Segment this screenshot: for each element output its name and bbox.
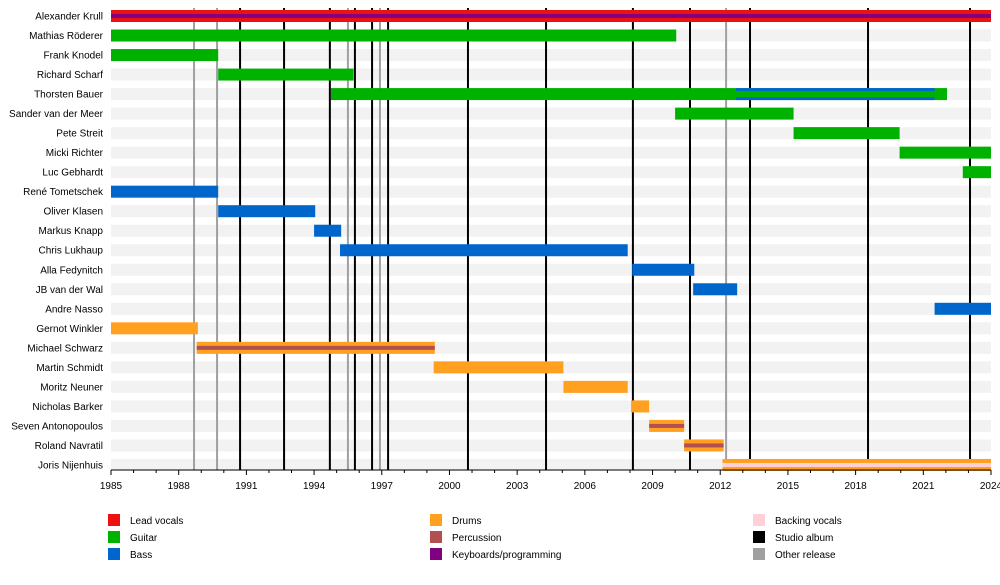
member-bar-drums <box>433 361 564 374</box>
member-bar-guitar <box>899 146 991 159</box>
member-bar-percussion-stripe <box>684 443 724 448</box>
row-band <box>111 107 991 120</box>
x-tick-label: 2006 <box>574 481 597 492</box>
member-label: Frank Knodel <box>44 51 103 62</box>
x-tick-label: 2018 <box>844 481 867 492</box>
member-bar-backing-stripe <box>722 462 991 467</box>
legend-swatch-vocals <box>108 514 120 526</box>
member-bar-drums <box>111 322 198 335</box>
row-band <box>111 322 991 335</box>
legend-label-other: Other release <box>775 550 836 561</box>
legend-swatch-guitar <box>108 531 120 543</box>
member-bar-guitar <box>111 49 219 62</box>
member-bar-guitar <box>218 68 354 81</box>
legend-label-drums: Drums <box>452 516 481 527</box>
member-bar-drums <box>563 380 628 393</box>
legend-swatch-drums <box>430 514 442 526</box>
member-bar-bass <box>632 263 695 276</box>
member-label: Seven Antonopoulos <box>11 421 103 432</box>
row-band <box>111 419 991 432</box>
member-label: Oliver Klasen <box>44 207 103 218</box>
row-band <box>111 439 991 452</box>
legend-label-backing: Backing vocals <box>775 516 842 527</box>
member-label: Gernot Winkler <box>36 324 103 335</box>
member-bar-guitar <box>962 166 991 179</box>
legend-swatch-keyboards <box>430 548 442 560</box>
member-label: René Tometschek <box>23 187 104 198</box>
legend-label-guitar: Guitar <box>130 533 158 544</box>
member-label: Nicholas Barker <box>32 402 103 413</box>
legend-label-keyboards: Keyboards/programming <box>452 550 562 561</box>
member-label: Chris Lukhaup <box>39 246 104 257</box>
row-band <box>111 302 991 315</box>
member-label: JB van der Wal <box>36 285 103 296</box>
row-band <box>111 127 991 140</box>
member-bar-bass <box>934 302 991 315</box>
legend-label-bass: Bass <box>130 550 152 561</box>
member-bar-guitar <box>675 107 794 120</box>
member-label: Thorsten Bauer <box>34 90 104 101</box>
member-bar-guitar <box>793 127 900 140</box>
member-label: Joris Nijenhuis <box>38 460 103 471</box>
row-band <box>111 224 991 237</box>
member-bar-guitar <box>111 29 677 42</box>
member-label: Andre Nasso <box>45 304 103 315</box>
member-label: Luc Gebhardt <box>42 168 103 179</box>
member-bar-bass <box>111 185 219 198</box>
row-band <box>111 400 991 413</box>
legend-swatch-bass <box>108 548 120 560</box>
member-label: Moritz Neuner <box>40 382 103 393</box>
x-tick-label: 2000 <box>438 481 461 492</box>
x-tick-label: 2021 <box>912 481 935 492</box>
member-label: Richard Scharf <box>37 70 103 81</box>
member-label: Sander van der Meer <box>9 109 104 120</box>
x-tick-label: 1988 <box>168 481 191 492</box>
row-band <box>111 146 991 159</box>
member-label: Pete Streit <box>56 129 103 140</box>
member-bar-bass <box>693 283 738 296</box>
member-bar-bass <box>340 244 628 257</box>
legend-swatch-other <box>753 548 765 560</box>
x-tick-label: 1997 <box>371 481 394 492</box>
member-label: Markus Knapp <box>39 226 104 237</box>
x-tick-label: 2012 <box>709 481 732 492</box>
legend-swatch-studio <box>753 531 765 543</box>
legend-label-percussion: Percussion <box>452 533 501 544</box>
x-tick-label: 1994 <box>303 481 326 492</box>
member-label: Micki Richter <box>46 148 104 159</box>
x-tick-label: 2009 <box>641 481 664 492</box>
member-bar-keyboards-stripe <box>111 14 991 18</box>
row-band <box>111 185 991 198</box>
member-bar-percussion-stripe <box>196 345 435 350</box>
x-tick-label: 2024 <box>980 481 1000 492</box>
legend-label-studio: Studio album <box>775 533 833 544</box>
member-bar-bass <box>218 205 316 218</box>
member-label: Alla Fedynitch <box>40 265 103 276</box>
row-band <box>111 263 991 276</box>
member-label: Roland Navratil <box>35 441 103 452</box>
legend-swatch-backing <box>753 514 765 526</box>
member-label: Alexander Krull <box>35 12 103 23</box>
legend-label-vocals: Lead vocals <box>130 516 183 527</box>
x-tick-label: 2015 <box>777 481 800 492</box>
x-tick-label: 2003 <box>506 481 529 492</box>
member-bar-percussion-stripe <box>649 423 685 428</box>
member-bar-drums <box>631 400 650 413</box>
row-band <box>111 205 991 218</box>
member-label: Michael Schwarz <box>27 343 103 354</box>
legend-swatch-percussion <box>430 531 442 543</box>
x-tick-label: 1991 <box>235 481 258 492</box>
member-label: Mathias Röderer <box>29 31 104 42</box>
row-band <box>111 49 991 62</box>
member-bar-guitar-stripe <box>736 91 935 98</box>
x-tick-label: 1985 <box>100 481 123 492</box>
member-label: Martin Schmidt <box>36 363 103 374</box>
member-bar-bass <box>314 224 342 237</box>
row-band <box>111 380 991 393</box>
row-band <box>111 283 991 296</box>
row-band <box>111 166 991 179</box>
